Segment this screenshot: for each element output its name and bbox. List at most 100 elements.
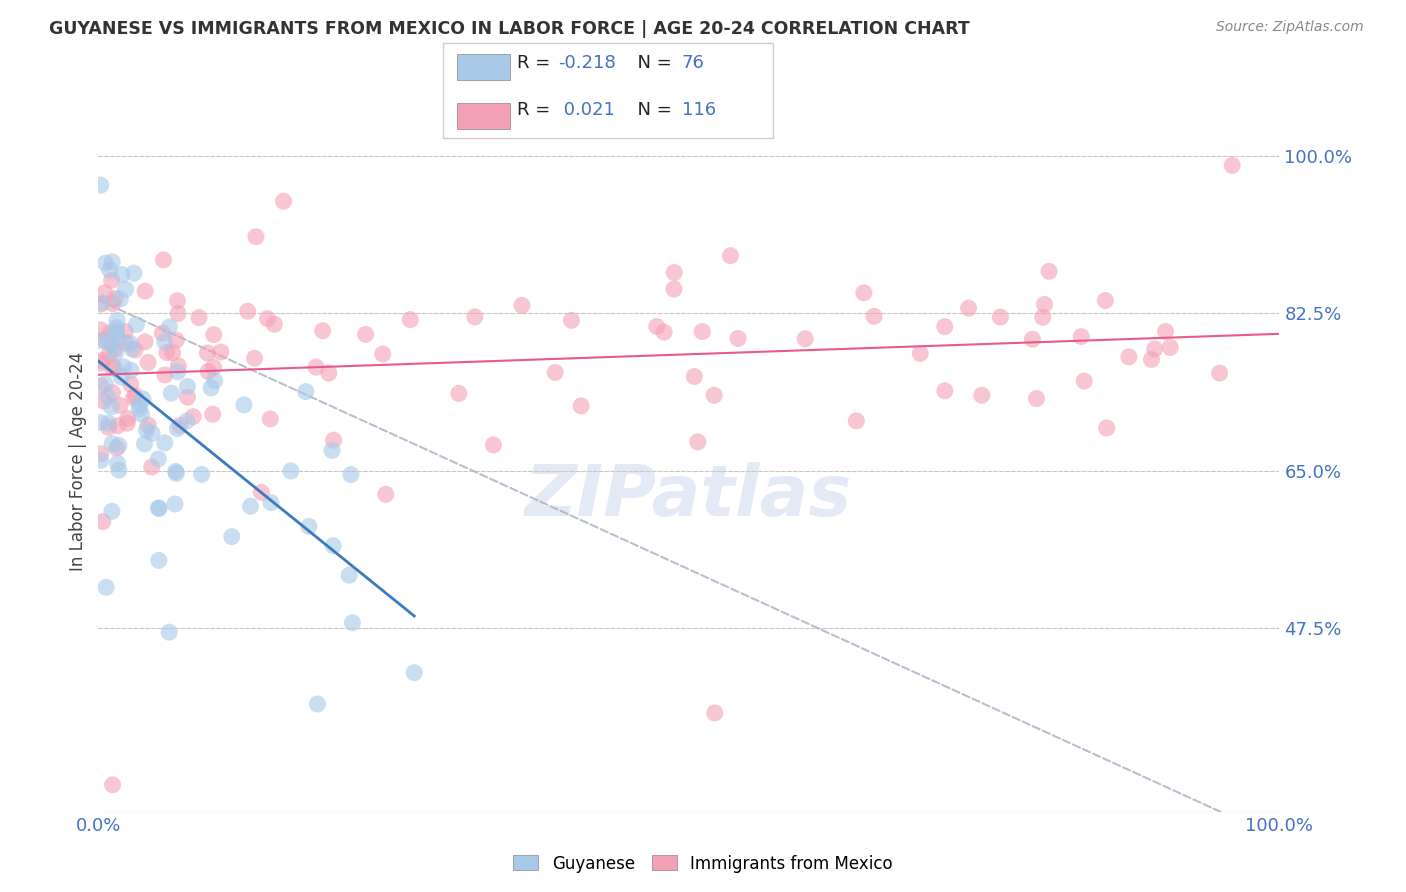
Point <box>482 438 505 452</box>
Point <box>157 625 180 640</box>
Point <box>97 389 120 403</box>
Point <box>664 266 686 280</box>
Point <box>256 311 278 326</box>
Text: R =: R = <box>517 54 557 72</box>
Text: GUYANESE VS IMMIGRANTS FROM MEXICO IN LABOR FORCE | AGE 20-24 CORRELATION CHART: GUYANESE VS IMMIGRANTS FROM MEXICO IN LA… <box>49 20 970 37</box>
Point <box>204 374 226 388</box>
Point <box>114 282 136 296</box>
Point <box>165 467 187 481</box>
Point <box>91 353 114 368</box>
Point <box>90 378 112 392</box>
Point <box>645 319 668 334</box>
Point <box>202 360 225 375</box>
Point <box>153 436 176 450</box>
Point <box>683 369 706 384</box>
Point <box>101 778 124 792</box>
Point <box>340 467 363 482</box>
Point <box>101 296 124 310</box>
Point <box>91 295 114 310</box>
Point <box>181 409 204 424</box>
Point <box>121 342 143 356</box>
Text: N =: N = <box>626 101 678 119</box>
Point <box>134 334 156 349</box>
Point <box>374 487 396 501</box>
Point <box>162 345 184 359</box>
Point <box>236 304 259 318</box>
Point <box>686 434 709 449</box>
Point <box>105 441 128 455</box>
Point <box>101 436 124 450</box>
Point <box>322 433 344 447</box>
Point <box>94 256 117 270</box>
Text: 116: 116 <box>682 101 716 119</box>
Point <box>101 361 124 376</box>
Point <box>101 385 124 400</box>
Point <box>404 665 426 680</box>
Point <box>148 452 170 467</box>
Legend: Guyanese, Immigrants from Mexico: Guyanese, Immigrants from Mexico <box>506 848 900 880</box>
Point <box>1033 297 1056 311</box>
Point <box>934 319 956 334</box>
Point <box>107 332 129 346</box>
Point <box>1095 421 1118 435</box>
Point <box>259 412 281 426</box>
Point <box>197 364 219 378</box>
Point <box>957 301 980 316</box>
Point <box>98 263 121 277</box>
Point <box>136 355 159 369</box>
Point <box>167 359 190 373</box>
Point <box>120 377 142 392</box>
Point <box>166 422 188 436</box>
Point <box>90 297 112 311</box>
Point <box>176 379 198 393</box>
Point <box>100 325 122 339</box>
Point <box>371 347 394 361</box>
Point <box>148 501 170 516</box>
Point <box>118 336 141 351</box>
Point <box>988 310 1011 325</box>
Point <box>93 394 115 409</box>
Point <box>1140 352 1163 367</box>
Point <box>107 456 129 470</box>
Point <box>135 423 157 437</box>
Text: Source: ZipAtlas.com: Source: ZipAtlas.com <box>1216 20 1364 34</box>
Point <box>122 391 145 405</box>
Point <box>104 292 127 306</box>
Point <box>239 500 262 514</box>
Point <box>1154 325 1177 339</box>
Point <box>190 467 212 482</box>
Point <box>307 697 329 711</box>
Point <box>167 307 190 321</box>
Point <box>101 255 124 269</box>
Point <box>311 324 333 338</box>
Point <box>322 539 344 553</box>
Point <box>544 366 567 380</box>
Point <box>97 416 120 430</box>
Point <box>128 401 150 416</box>
Point <box>337 568 360 582</box>
Point <box>90 447 112 461</box>
Point <box>1118 350 1140 364</box>
Point <box>94 580 117 594</box>
Point <box>1159 341 1181 355</box>
Point <box>90 334 112 348</box>
Point <box>200 381 222 395</box>
Point <box>221 530 243 544</box>
Point <box>100 400 122 414</box>
Point <box>1070 329 1092 343</box>
Point <box>245 229 267 244</box>
Text: ZIPatlas: ZIPatlas <box>526 462 852 531</box>
Point <box>100 273 122 287</box>
Point <box>176 390 198 404</box>
Point <box>447 386 470 401</box>
Point <box>141 426 163 441</box>
Point <box>117 411 139 425</box>
Point <box>169 418 191 433</box>
Point <box>209 345 232 359</box>
Point <box>188 310 211 325</box>
Point <box>108 438 131 452</box>
Point <box>153 368 176 382</box>
Y-axis label: In Labor Force | Age 20-24: In Labor Force | Age 20-24 <box>69 352 87 571</box>
Point <box>105 313 128 327</box>
Point <box>233 398 256 412</box>
